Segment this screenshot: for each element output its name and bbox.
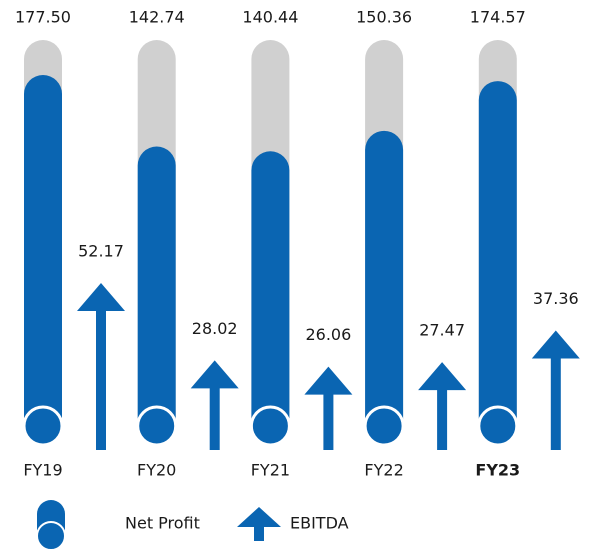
bar-cap (22, 405, 64, 447)
value-label: 28.02 (192, 319, 238, 338)
bar (251, 151, 290, 446)
arrow (190, 360, 239, 450)
bar (24, 75, 62, 446)
arrow (77, 283, 125, 450)
x-tick-label: FY22 (364, 461, 403, 480)
value-label: 37.36 (533, 289, 579, 308)
bar-cap (249, 405, 291, 447)
value-label: 177.50 (15, 8, 71, 27)
bar-cap (477, 405, 519, 447)
x-tick-label: FY23 (475, 461, 520, 480)
x-tick-label: FY20 (137, 461, 176, 480)
value-label: 142.74 (129, 8, 185, 27)
bar-cap (136, 405, 178, 447)
bar (365, 130, 404, 446)
arrow (304, 366, 353, 450)
arrow (418, 362, 467, 450)
value-label: 26.06 (305, 325, 351, 344)
value-label: 140.44 (242, 8, 298, 27)
value-label: 174.57 (470, 8, 526, 27)
x-tick-label: FY19 (23, 461, 62, 480)
legend-icon (36, 521, 66, 551)
arrow (531, 330, 580, 450)
value-label: 52.17 (78, 242, 124, 261)
bar (137, 146, 176, 447)
legend-icon (237, 507, 281, 541)
x-tick-label: FY21 (251, 461, 290, 480)
bar-cap (363, 405, 405, 447)
value-label: 150.36 (356, 8, 412, 27)
legend-label: EBITDA (290, 514, 349, 533)
bar (478, 81, 517, 447)
legend-label: Net Profit (125, 514, 200, 533)
value-label: 27.47 (419, 321, 465, 340)
